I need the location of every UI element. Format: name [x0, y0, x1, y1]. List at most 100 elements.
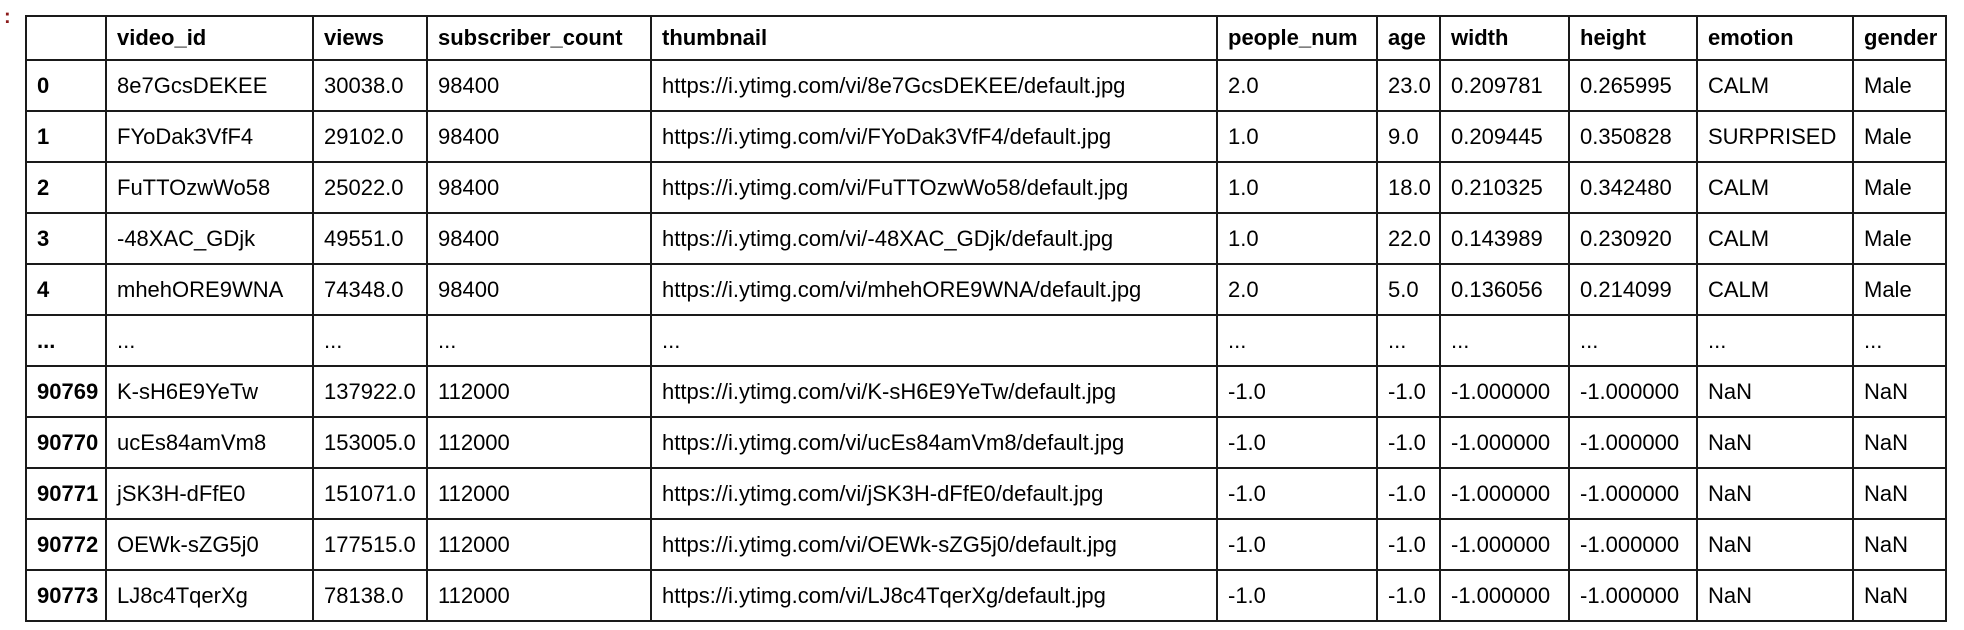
- cell-emotion: NaN: [1696, 518, 1854, 571]
- cell-width: 0.209781: [1439, 59, 1570, 112]
- cell-views: 29102.0: [312, 110, 428, 163]
- cell-people_num: 2.0: [1216, 59, 1378, 112]
- cell-subscriber_count: 98400: [426, 110, 652, 163]
- table-row: 90773 LJ8c4TqerXg 78138.0 112000 https://i.y…: [25, 569, 1947, 622]
- cell-views: 151071.0: [312, 467, 428, 520]
- cell-subscriber_count: 98400: [426, 59, 652, 112]
- cell-video_id: ucEs84amVm8: [105, 416, 314, 469]
- column-header-gender: gender: [1852, 15, 1947, 61]
- cell-height: -1.000000: [1568, 365, 1698, 418]
- table-row: 90772 OEWk-sZG5j0 177515.0 112000 https://i.…: [25, 518, 1947, 571]
- cell-subscriber_count: 112000: [426, 467, 652, 520]
- cell-emotion: SURPRISED: [1696, 110, 1854, 163]
- cell-video_id: K-sH6E9YeTw: [105, 365, 314, 418]
- cell-height: -1.000000: [1568, 518, 1698, 571]
- cell-width: -1.000000: [1439, 365, 1570, 418]
- cell-emotion: CALM: [1696, 59, 1854, 112]
- cell-thumbnail: https://i.ytimg.com/vi/8e7GcsDEKEE/defau…: [650, 59, 1218, 112]
- cell-people_num: ...: [1216, 314, 1378, 367]
- cell-age: 23.0: [1376, 59, 1441, 112]
- cell-people_num: -1.0: [1216, 467, 1378, 520]
- cell-height: ...: [1568, 314, 1698, 367]
- row-index: 90772: [25, 518, 107, 571]
- cell-views: 74348.0: [312, 263, 428, 316]
- cell-height: -1.000000: [1568, 569, 1698, 622]
- dataframe-table: video_id views subscriber_count thumbnail pe…: [25, 15, 1947, 622]
- cell-views: 153005.0: [312, 416, 428, 469]
- cell-width: -1.000000: [1439, 467, 1570, 520]
- cell-people_num: -1.0: [1216, 569, 1378, 622]
- column-header-emotion: emotion: [1696, 15, 1854, 61]
- cell-age: -1.0: [1376, 365, 1441, 418]
- cell-width: ...: [1439, 314, 1570, 367]
- cell-gender: NaN: [1852, 416, 1947, 469]
- table-row: 2 FuTTOzwWo58 25022.0 98400 https://i.ytimg.…: [25, 161, 1947, 214]
- cell-people_num: 1.0: [1216, 161, 1378, 214]
- cell-video_id: jSK3H-dFfE0: [105, 467, 314, 520]
- cell-age: -1.0: [1376, 416, 1441, 469]
- cell-emotion: CALM: [1696, 263, 1854, 316]
- cell-people_num: -1.0: [1216, 416, 1378, 469]
- cell-people_num: -1.0: [1216, 518, 1378, 571]
- row-index: 90771: [25, 467, 107, 520]
- cell-people_num: -1.0: [1216, 365, 1378, 418]
- cell-gender: Male: [1852, 161, 1947, 214]
- cell-height: 0.350828: [1568, 110, 1698, 163]
- cell-thumbnail: https://i.ytimg.com/vi/jSK3H-dFfE0/defau…: [650, 467, 1218, 520]
- column-header-views: views: [312, 15, 428, 61]
- cell-views: ...: [312, 314, 428, 367]
- cell-views: 30038.0: [312, 59, 428, 112]
- cell-age: 5.0: [1376, 263, 1441, 316]
- cell-video_id: -48XAC_GDjk: [105, 212, 314, 265]
- cell-views: 78138.0: [312, 569, 428, 622]
- row-index: 4: [25, 263, 107, 316]
- cell-people_num: 1.0: [1216, 212, 1378, 265]
- cell-height: -1.000000: [1568, 467, 1698, 520]
- cell-emotion: NaN: [1696, 416, 1854, 469]
- table-row: 90771 jSK3H-dFfE0 151071.0 112000 https://i.…: [25, 467, 1947, 520]
- row-index: 3: [25, 212, 107, 265]
- cell-thumbnail: https://i.ytimg.com/vi/K-sH6E9YeTw/defau…: [650, 365, 1218, 418]
- cell-width: 0.143989: [1439, 212, 1570, 265]
- cell-age: 18.0: [1376, 161, 1441, 214]
- cell-thumbnail: https://i.ytimg.com/vi/mhehORE9WNA/defau…: [650, 263, 1218, 316]
- cell-views: 25022.0: [312, 161, 428, 214]
- cell-width: -1.000000: [1439, 416, 1570, 469]
- cell-subscriber_count: 112000: [426, 365, 652, 418]
- cell-views: 49551.0: [312, 212, 428, 265]
- row-index: 0: [25, 59, 107, 112]
- cell-age: -1.0: [1376, 569, 1441, 622]
- cell-gender: NaN: [1852, 365, 1947, 418]
- cell-thumbnail: https://i.ytimg.com/vi/-48XAC_GDjk/defau…: [650, 212, 1218, 265]
- cell-height: -1.000000: [1568, 416, 1698, 469]
- cell-thumbnail: https://i.ytimg.com/vi/FuTTOzwWo58/defau…: [650, 161, 1218, 214]
- row-index: 90770: [25, 416, 107, 469]
- cell-gender: Male: [1852, 59, 1947, 112]
- cell-gender: ...: [1852, 314, 1947, 367]
- cell-width: -1.000000: [1439, 518, 1570, 571]
- cell-video_id: FuTTOzwWo58: [105, 161, 314, 214]
- cell-emotion: CALM: [1696, 161, 1854, 214]
- cell-video_id: ...: [105, 314, 314, 367]
- header-row: video_id views subscriber_count thumbnail pe…: [25, 15, 1947, 61]
- table-row: .................................: [25, 314, 1947, 367]
- column-header-thumbnail: thumbnail: [650, 15, 1218, 61]
- cell-video_id: OEWk-sZG5j0: [105, 518, 314, 571]
- cell-thumbnail: https://i.ytimg.com/vi/LJ8c4TqerXg/defau…: [650, 569, 1218, 622]
- cell-width: -1.000000: [1439, 569, 1570, 622]
- cell-emotion: ...: [1696, 314, 1854, 367]
- table-row: 90770 ucEs84amVm8 153005.0 112000 https://i.…: [25, 416, 1947, 469]
- cell-subscriber_count: 112000: [426, 416, 652, 469]
- cell-height: 0.265995: [1568, 59, 1698, 112]
- table-row: 0 8e7GcsDEKEE 30038.0 98400 https://i.ytimg.…: [25, 59, 1947, 112]
- table-row: 90769 K-sH6E9YeTw 137922.0 112000 https://i.…: [25, 365, 1947, 418]
- cell-age: ...: [1376, 314, 1441, 367]
- cell-thumbnail: https://i.ytimg.com/vi/OEWk-sZG5j0/defau…: [650, 518, 1218, 571]
- table-row: 4 mhehORE9WNA 74348.0 98400 https://i.ytimg.…: [25, 263, 1947, 316]
- cell-subscriber_count: 98400: [426, 161, 652, 214]
- column-header-video_id: video_id: [105, 15, 314, 61]
- cell-emotion: NaN: [1696, 365, 1854, 418]
- output-prompt-marker: :: [4, 6, 11, 28]
- row-index: 90769: [25, 365, 107, 418]
- cell-gender: Male: [1852, 110, 1947, 163]
